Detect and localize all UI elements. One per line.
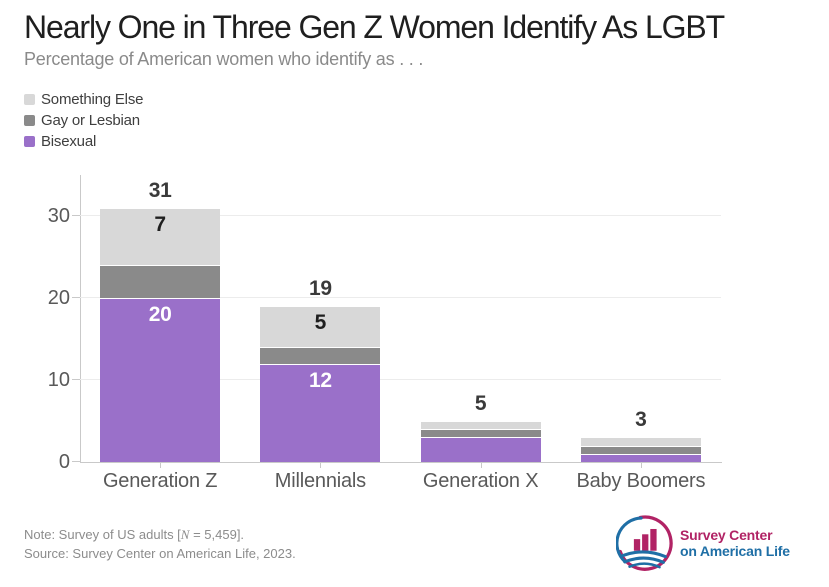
x-axis-tick <box>480 462 482 468</box>
bar-segment-something-else <box>580 437 701 446</box>
legend-label: Something Else <box>41 91 144 108</box>
legend-label: Bisexual <box>41 133 97 150</box>
logo-line2: on American Life <box>680 543 790 559</box>
bar-segment-gay-or-lesbian <box>580 445 701 454</box>
legend-swatch-icon <box>24 94 35 105</box>
bar-segment-something-else: 5 <box>260 306 381 348</box>
legend-item: Bisexual <box>24 131 143 152</box>
logo-line1: Survey Center <box>680 527 773 543</box>
segment-value-label: 12 <box>308 368 332 392</box>
bar-segment-bisexual <box>580 453 701 462</box>
y-axis-tick <box>72 297 80 298</box>
x-axis-tick <box>320 462 322 468</box>
bar-segment-something-else: 7 <box>100 207 221 266</box>
note-prefix: Note: Survey of US adults [ <box>24 527 181 542</box>
chart-area: 0 10 20 30 20 7 31 Generation Z 12 5 19 Millennials… <box>48 175 722 492</box>
plot-area <box>80 175 722 463</box>
y-axis-label: 0 <box>58 451 70 473</box>
y-axis-tick <box>72 215 80 216</box>
note-suffix: = 5,459]. <box>189 527 245 542</box>
gridline <box>80 215 721 216</box>
y-axis-label: 30 <box>47 205 70 227</box>
survey-center-logo-icon <box>616 515 673 571</box>
bar-total-label: 31 <box>148 178 172 202</box>
x-axis-category-label: Baby Boomers <box>576 470 706 492</box>
x-axis-category-label: Millennials <box>274 470 366 492</box>
bar-total-label: 19 <box>308 277 332 301</box>
x-axis-tick <box>160 462 162 468</box>
bar-segment-gay-or-lesbian <box>100 265 221 298</box>
legend: Something Else Gay or Lesbian Bisexual <box>24 89 143 152</box>
bar-total-label: 3 <box>635 408 647 432</box>
bar-segment-bisexual: 20 <box>100 298 221 462</box>
legend-label: Gay or Lesbian <box>41 112 140 129</box>
bar-segment-bisexual <box>420 437 541 462</box>
x-axis-tick <box>640 462 642 468</box>
gridline <box>80 379 721 380</box>
x-axis-category-label: Generation Z <box>102 470 218 492</box>
logo-text: Survey Center on American Life <box>680 527 790 559</box>
survey-center-logo: Survey Center on American Life <box>616 514 790 572</box>
logo-waves-icon <box>621 550 667 569</box>
logo-bars-icon <box>633 528 657 551</box>
y-axis-tick <box>72 379 80 380</box>
y-axis-label: 10 <box>47 369 70 391</box>
segment-value-label: 7 <box>154 212 166 236</box>
bar-segment-bisexual: 12 <box>260 363 381 462</box>
legend-swatch-icon <box>24 136 35 147</box>
gridline <box>80 297 721 298</box>
y-axis-tick <box>72 461 80 462</box>
x-axis-category-label: Generation X <box>422 470 539 492</box>
source-text: Source: Survey Center on American Life, … <box>24 546 296 561</box>
bar-total-label: 5 <box>474 392 487 415</box>
chart-title: Nearly One in Three Gen Z Women Identify… <box>24 9 725 45</box>
y-axis-label: 20 <box>47 287 70 309</box>
chart-subtitle: Percentage of American women who identif… <box>24 49 424 69</box>
legend-swatch-icon <box>24 115 35 126</box>
legend-item: Gay or Lesbian <box>24 110 143 131</box>
segment-value-label: 20 <box>148 303 172 326</box>
segment-value-label: 5 <box>314 311 327 335</box>
legend-item: Something Else <box>24 89 143 110</box>
bar-segment-gay-or-lesbian <box>420 429 541 438</box>
note-text: Note: Survey of US adults [N = 5,459]. <box>24 527 244 543</box>
bar-segment-something-else <box>420 421 541 430</box>
bar-segment-gay-or-lesbian <box>260 347 381 364</box>
note-n-symbol: N <box>180 527 190 542</box>
